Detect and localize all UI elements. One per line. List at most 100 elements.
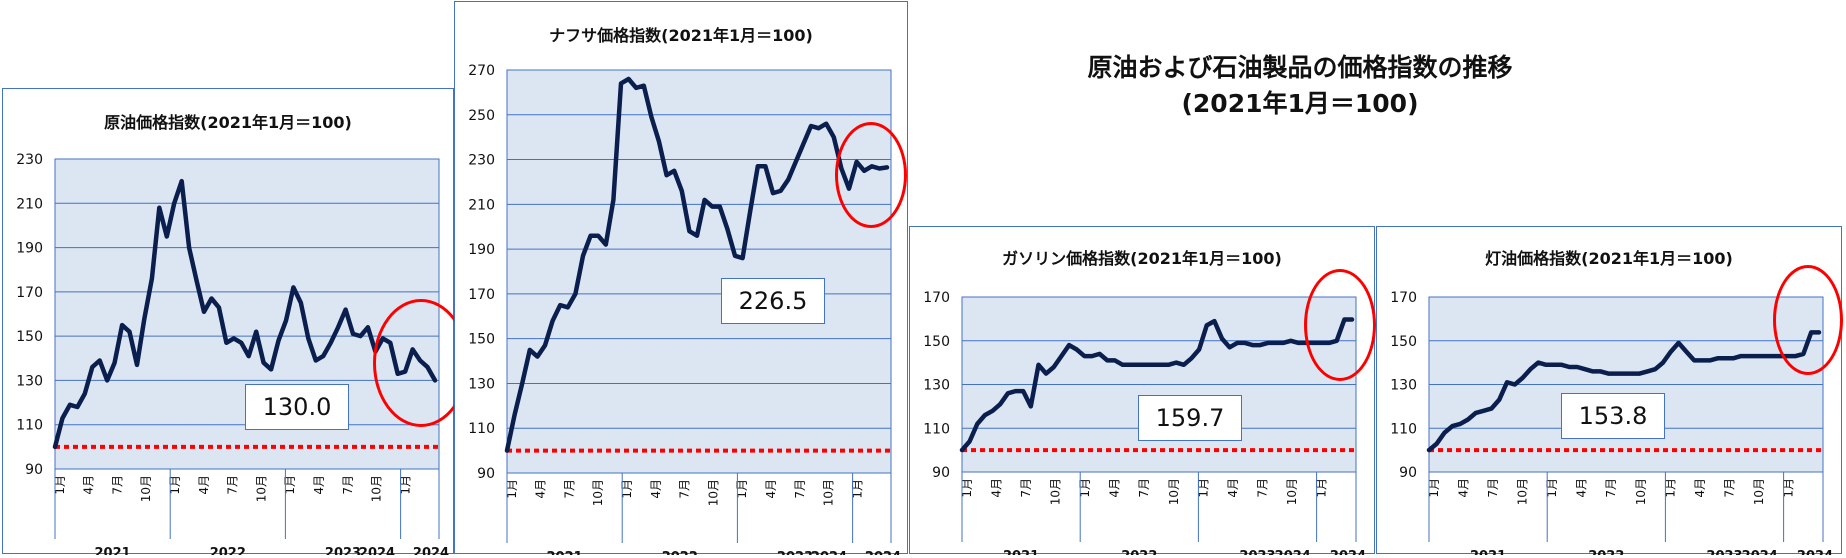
gasoline-x-month-label: 4月 (1226, 478, 1240, 498)
naphtha-x-month-label: 7月 (793, 479, 807, 499)
crude-x-month-label: 1月 (53, 475, 67, 495)
crude-x-year-label: 2024 (413, 546, 449, 555)
naphtha-x-month-label: 1月 (735, 479, 749, 499)
kerosene-x-year-label: 2022 (1588, 549, 1624, 555)
crude-y-tick-label: 190 (16, 241, 43, 257)
naphtha-y-tick-label: 150 (468, 332, 495, 348)
gasoline-x-year-label: 2024 (1330, 549, 1366, 555)
naphtha-y-tick-label: 230 (468, 153, 495, 169)
naphtha-x-month-label: 4月 (649, 479, 663, 499)
gasoline-x-year-label: 2024 (1275, 549, 1311, 555)
kerosene-x-year-label: 2024 (1797, 549, 1833, 555)
crude-y-tick-label: 210 (16, 196, 43, 212)
gasoline-x-year-label: 2023 (1239, 549, 1275, 555)
crude-x-month-label: 7月 (341, 475, 355, 495)
gasoline-x-month-label: 7月 (1255, 478, 1269, 498)
crude-oil-chart-svg: 90 110 130 150 170 190 210 230 1月 4月 7月 10月 1月 4月 7月 10… (16, 152, 449, 555)
gasoline-series-line (959, 317, 1355, 453)
naphtha-series-line (504, 76, 890, 453)
naphtha-x-month-label: 7月 (562, 479, 576, 499)
naphtha-x-year-label: 2021 (547, 550, 583, 555)
gasoline-y-tick-label: 110 (923, 421, 950, 437)
naphtha-x-year-label: 2024 (865, 550, 901, 555)
kerosene-x-month-label: 10月 (1752, 478, 1766, 505)
naphtha-plot-area (506, 69, 892, 474)
kerosene-chart-title: 灯油価格指数(2021年1月＝100) (1485, 249, 1733, 268)
kerosene-x-month-label: 1月 (1663, 478, 1677, 498)
kerosene-y-tick-label: 110 (1390, 421, 1417, 437)
naphtha-x-month-label: 4月 (534, 479, 548, 499)
naphtha-y-tick-label: 90 (477, 466, 495, 482)
gasoline-x-month-label: 7月 (1019, 478, 1033, 498)
naphtha-y-tick-label: 190 (468, 242, 495, 258)
crude-series-line (52, 178, 438, 450)
kerosene-y-tick-label: 130 (1390, 378, 1417, 394)
crude-x-month-label: 7月 (226, 475, 240, 495)
kerosene-x-month-label: 10月 (1516, 478, 1530, 505)
crude-x-year-label: 2024 (359, 546, 395, 555)
crude-oil-chart-title: 原油価格指数(2021年1月＝100) (104, 113, 352, 132)
crude-y-tick-label: 150 (16, 329, 43, 345)
crude-x-month-label: 10月 (254, 475, 268, 502)
kerosene-x-month-label: 10月 (1634, 478, 1648, 505)
naphtha-y-tick-label: 250 (468, 108, 495, 124)
crude-y-tick-label: 110 (16, 418, 43, 434)
main-title-line2: (2021年1月＝100) (1181, 89, 1419, 118)
gasoline-latest-value: 159.7 (1138, 395, 1242, 441)
gasoline-y-tick-label: 150 (923, 334, 950, 350)
crude-x-month-label: 4月 (197, 475, 211, 495)
gasoline-x-year-label: 2021 (1003, 549, 1039, 555)
kerosene-y-tick-label: 170 (1390, 290, 1417, 306)
crude-x-month-label: 7月 (110, 475, 124, 495)
crude-oil-latest-value: 130.0 (245, 384, 349, 430)
kerosene-x-month-label: 7月 (1604, 478, 1618, 498)
kerosene-y-tick-label: 90 (1399, 465, 1417, 481)
gasoline-y-tick-label: 130 (923, 378, 950, 394)
kerosene-x-month-label: 4月 (1575, 478, 1589, 498)
gasoline-chart-title: ガソリン価格指数(2021年1月＝100) (1002, 249, 1282, 268)
kerosene-x-year-label: 2024 (1742, 549, 1778, 555)
crude-oil-chart-panel: 原油価格指数(2021年1月＝100) 90 110 130 150 170 190 210… (2, 88, 469, 555)
crude-x-year-label: 2022 (210, 546, 246, 555)
gasoline-x-month-label: 1月 (960, 478, 974, 498)
naphtha-x-year-label: 2022 (662, 550, 698, 555)
kerosene-chart-svg: 90 110 130 150 170 1月 4月 7月 10月 1月 4月 7月 10月 1月 4月 7月 10… (1390, 290, 1833, 555)
naphtha-y-tick-label: 210 (468, 197, 495, 213)
gasoline-y-tick-label: 170 (923, 290, 950, 306)
crude-x-month-label: 1月 (168, 475, 182, 495)
crude-y-tick-label: 230 (16, 152, 43, 168)
naphtha-chart-title: ナフサ価格指数(2021年1月＝100) (549, 26, 813, 45)
naphtha-x-month-label: 1月 (620, 479, 634, 499)
kerosene-x-month-label: 1月 (1427, 478, 1441, 498)
naphtha-x-month-label: 7月 (678, 479, 692, 499)
kerosene-x-year-label: 2021 (1470, 549, 1506, 555)
crude-x-month-label: 4月 (312, 475, 326, 495)
naphtha-chart-panel: ナフサ価格指数(2021年1月＝100) 90 110 130 150 170 190 21… (454, 1, 908, 555)
crude-y-tick-label: 170 (16, 285, 43, 301)
crude-x-month-label: 1月 (283, 475, 297, 495)
naphtha-y-tick-label: 130 (468, 376, 495, 392)
naphtha-x-year-label: 2024 (811, 550, 847, 555)
kerosene-x-month-label: 4月 (1693, 478, 1707, 498)
kerosene-series-line (1426, 330, 1822, 453)
naphtha-y-tick-label: 270 (468, 63, 495, 79)
naphtha-x-month-label: 4月 (764, 479, 778, 499)
gasoline-x-month-label: 7月 (1137, 478, 1151, 498)
naphtha-x-year-label: 2023 (777, 550, 813, 555)
gasoline-chart-panel: ガソリン価格指数(2021年1月＝100) 90 110 130 150 170 1月 4月… (909, 226, 1376, 555)
kerosene-y-tick-label: 150 (1390, 334, 1417, 350)
naphtha-x-month-label: 10月 (591, 479, 605, 506)
naphtha-highlight-circle (835, 122, 907, 228)
main-title: 原油および石油製品の価格指数の推移 (2021年1月＝100) (1000, 50, 1600, 122)
kerosene-latest-value: 153.8 (1561, 393, 1665, 439)
kerosene-x-month-label: 7月 (1486, 478, 1500, 498)
kerosene-x-year-label: 2023 (1706, 549, 1742, 555)
crude-x-year-label: 2021 (95, 546, 131, 555)
crude-x-year-label: 2023 (325, 546, 361, 555)
naphtha-x-month-label: 1月 (850, 479, 864, 499)
crude-y-tick-label: 130 (16, 373, 43, 389)
gasoline-highlight-circle (1304, 269, 1376, 381)
naphtha-y-tick-label: 170 (468, 287, 495, 303)
kerosene-chart-panel: 灯油価格指数(2021年1月＝100) 90 110 130 150 170 1月 4月 7月… (1376, 226, 1843, 555)
naphtha-y-tick-label: 110 (468, 421, 495, 437)
